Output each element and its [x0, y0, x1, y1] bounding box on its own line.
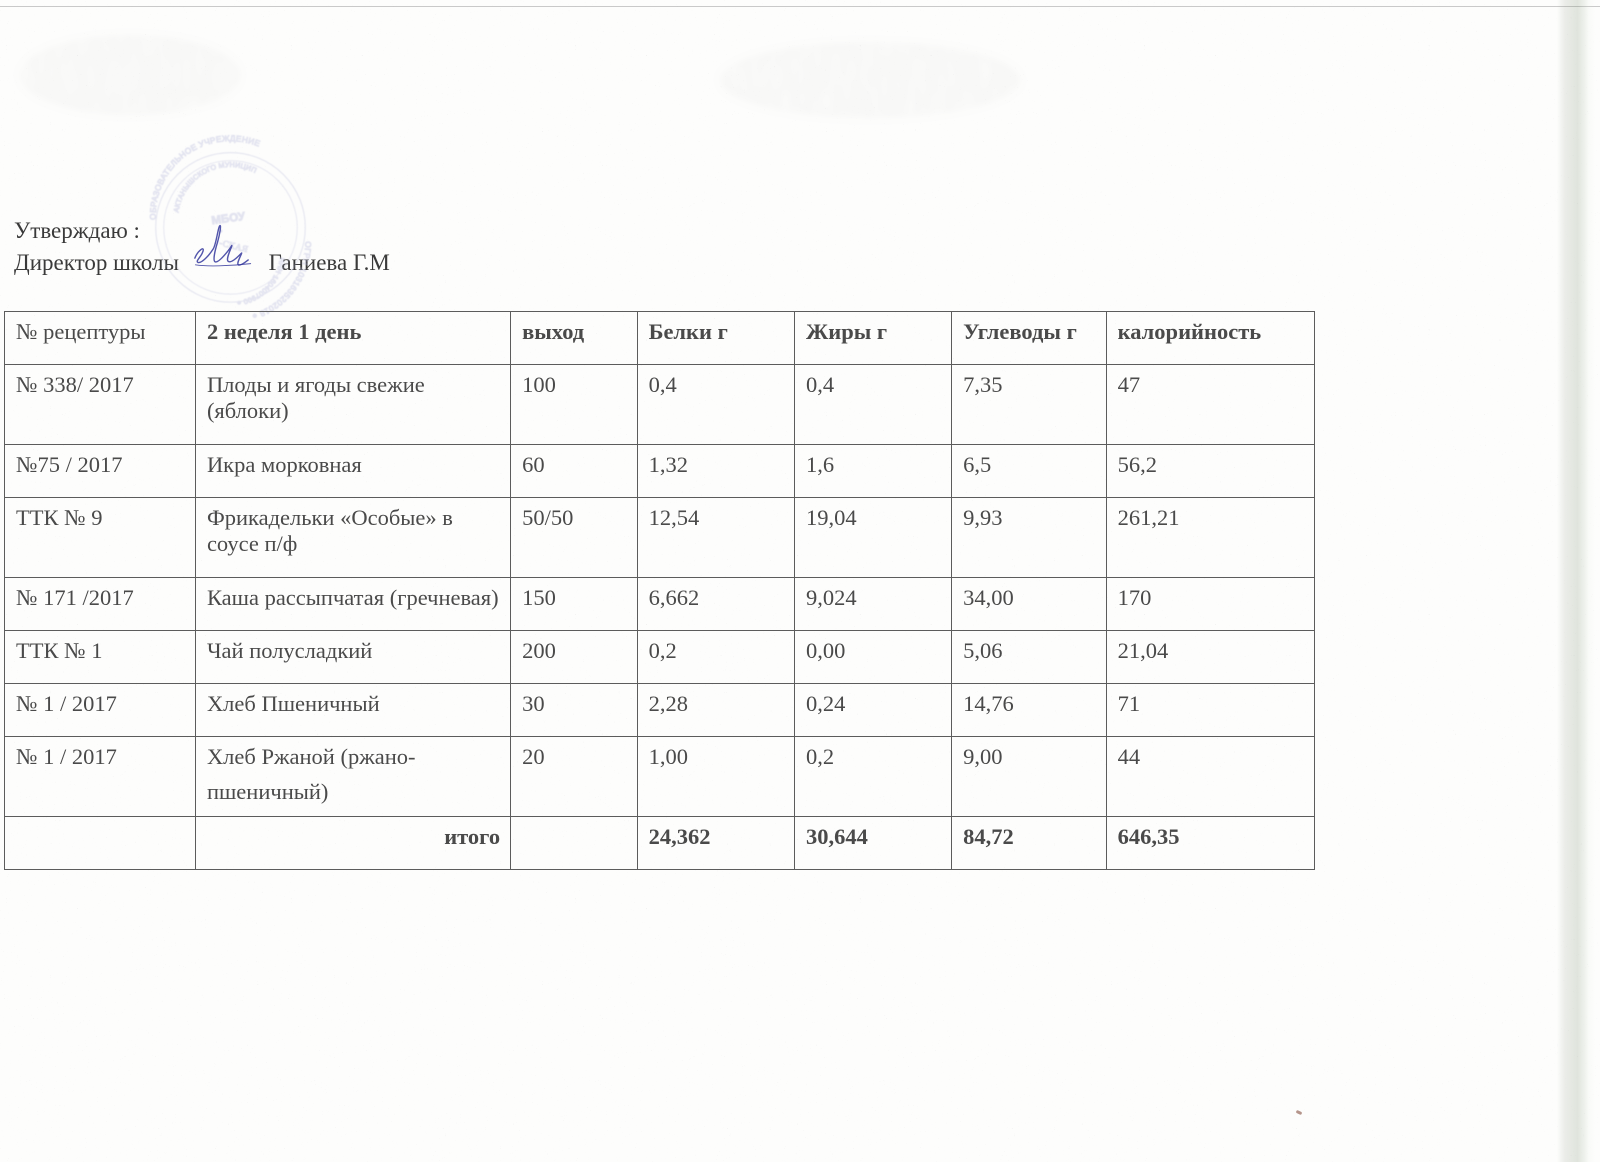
- svg-text:ОБРАЗОВАТЕЛЬНОЕ УЧРЕЖДЕНИЕ: ОБРАЗОВАТЕЛЬНОЕ УЧРЕЖДЕНИЕ: [149, 134, 262, 220]
- svg-text:АКТАНЫШСКОГО МУНИЦИП: АКТАНЫШСКОГО МУНИЦИП: [172, 161, 257, 213]
